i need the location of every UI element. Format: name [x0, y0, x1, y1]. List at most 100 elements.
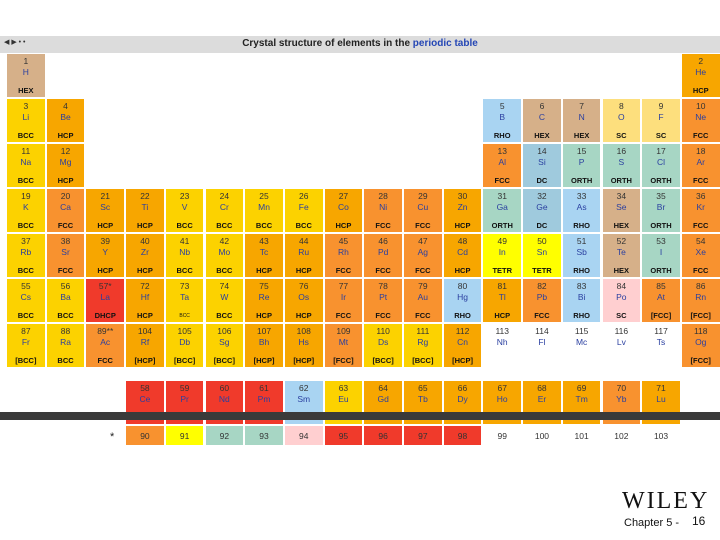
element-cell-24[interactable]: 24 Cr BCC — [204, 188, 245, 233]
element-cell-108[interactable]: 108 Hs [HCP] — [283, 323, 324, 368]
periodic-table-link[interactable]: periodic table — [412, 38, 478, 49]
element-cell-10[interactable]: 10 Ne FCC — [680, 98, 720, 143]
element-cell-88[interactable]: 88 Ra BCC — [45, 323, 86, 368]
element-cell-113[interactable]: 113 Nh — [482, 323, 523, 368]
element-cell-44[interactable]: 44 Ru HCP — [283, 233, 324, 278]
element-cell-115[interactable]: 115 Mc — [561, 323, 602, 368]
element-cell-49[interactable]: 49 In TETR — [482, 233, 523, 278]
element-cell-45[interactable]: 45 Rh FCC — [323, 233, 364, 278]
element-cell-95[interactable]: 95 — [323, 425, 364, 446]
element-cell-78[interactable]: 78 Pt FCC — [363, 278, 403, 323]
element-cell-18[interactable]: 18 Ar FCC — [680, 143, 720, 188]
element-cell-30[interactable]: 30 Zn HCP — [442, 188, 483, 233]
element-cell-98[interactable]: 98 — [442, 425, 483, 446]
element-cell-50[interactable]: 50 Sn TETR — [522, 233, 562, 278]
element-cell-75[interactable]: 75 Re HCP — [244, 278, 284, 323]
element-cell-38[interactable]: 38 Sr FCC — [45, 233, 86, 278]
element-cell-87[interactable]: 87 Fr [BCC] — [6, 323, 46, 368]
element-cell-89[interactable]: 89** Ac FCC — [85, 323, 126, 368]
element-cell-27[interactable]: 27 Co HCP — [323, 188, 364, 233]
element-cell-2[interactable]: 2 He HCP — [680, 53, 720, 98]
element-cell-114[interactable]: 114 Fl — [522, 323, 562, 368]
element-cell-15[interactable]: 15 P ORTH — [561, 143, 602, 188]
element-cell-77[interactable]: 77 Ir FCC — [323, 278, 364, 323]
element-cell-51[interactable]: 51 Sb RHO — [561, 233, 602, 278]
element-cell-3[interactable]: 3 Li BCC — [6, 98, 46, 143]
element-cell-91[interactable]: 91 — [164, 425, 205, 446]
element-cell-99[interactable]: 99 — [482, 425, 523, 446]
element-cell-48[interactable]: 48 Cd HCP — [442, 233, 483, 278]
element-cell-4[interactable]: 4 Be HCP — [45, 98, 86, 143]
element-cell-12[interactable]: 12 Mg HCP — [45, 143, 86, 188]
element-cell-103[interactable]: 103 — [641, 425, 681, 446]
element-cell-118[interactable]: 118 Og [FCC] — [680, 323, 720, 368]
element-cell-5[interactable]: 5 B RHO — [482, 98, 523, 143]
element-cell-82[interactable]: 82 Pb FCC — [522, 278, 562, 323]
element-cell-57[interactable]: 57* La DHCP — [85, 278, 126, 323]
element-cell-92[interactable]: 92 — [204, 425, 245, 446]
element-cell-14[interactable]: 14 Si DC — [522, 143, 562, 188]
element-cell-21[interactable]: 21 Sc HCP — [85, 188, 126, 233]
element-cell-79[interactable]: 79 Au FCC — [403, 278, 443, 323]
element-cell-81[interactable]: 81 Tl HCP — [482, 278, 523, 323]
element-cell-97[interactable]: 97 — [403, 425, 443, 446]
element-cell-73[interactable]: 73 Ta BCC — [164, 278, 205, 323]
element-cell-25[interactable]: 25 Mn BCC — [244, 188, 284, 233]
nav-controls[interactable]: ◀ ▶ • • — [4, 39, 26, 46]
element-cell-47[interactable]: 47 Ag FCC — [403, 233, 443, 278]
element-cell-110[interactable]: 110 Ds [BCC] — [363, 323, 403, 368]
element-cell-7[interactable]: 7 N HEX — [561, 98, 602, 143]
element-cell-101[interactable]: 101 — [561, 425, 602, 446]
element-cell-16[interactable]: 16 S ORTH — [601, 143, 642, 188]
element-cell-111[interactable]: 111 Rg [BCC] — [403, 323, 443, 368]
element-cell-116[interactable]: 116 Lv — [601, 323, 642, 368]
element-cell-43[interactable]: 43 Tc HCP — [244, 233, 284, 278]
element-cell-28[interactable]: 28 Ni FCC — [363, 188, 403, 233]
element-cell-93[interactable]: 93 — [244, 425, 284, 446]
element-cell-100[interactable]: 100 — [522, 425, 562, 446]
element-cell-54[interactable]: 54 Xe FCC — [680, 233, 720, 278]
element-cell-41[interactable]: 41 Nb BCC — [164, 233, 205, 278]
element-cell-11[interactable]: 11 Na BCC — [6, 143, 46, 188]
element-cell-105[interactable]: 105 Db [BCC] — [164, 323, 205, 368]
element-cell-106[interactable]: 106 Sg [BCC] — [204, 323, 245, 368]
element-cell-109[interactable]: 109 Mt [FCC] — [323, 323, 364, 368]
element-cell-42[interactable]: 42 Mo BCC — [204, 233, 245, 278]
element-cell-23[interactable]: 23 V BCC — [164, 188, 205, 233]
element-cell-37[interactable]: 37 Rb BCC — [6, 233, 46, 278]
element-cell-32[interactable]: 32 Ge DC — [522, 188, 562, 233]
element-cell-9[interactable]: 9 F SC — [641, 98, 681, 143]
element-cell-52[interactable]: 52 Te HEX — [601, 233, 642, 278]
element-cell-40[interactable]: 40 Zr HCP — [125, 233, 165, 278]
element-cell-94[interactable]: 94 — [283, 425, 324, 446]
element-cell-85[interactable]: 85 At [FCC] — [641, 278, 681, 323]
element-cell-53[interactable]: 53 I ORTH — [641, 233, 681, 278]
element-cell-74[interactable]: 74 W BCC — [204, 278, 245, 323]
element-cell-1[interactable]: 1 H HEX — [6, 53, 46, 98]
element-cell-112[interactable]: 112 Cn [HCP] — [442, 323, 483, 368]
element-cell-55[interactable]: 55 Cs BCC — [6, 278, 46, 323]
element-cell-36[interactable]: 36 Kr FCC — [680, 188, 720, 233]
element-cell-35[interactable]: 35 Br ORTH — [641, 188, 681, 233]
element-cell-19[interactable]: 19 K BCC — [6, 188, 46, 233]
element-cell-104[interactable]: 104 Rf [HCP] — [125, 323, 165, 368]
element-cell-86[interactable]: 86 Rn [FCC] — [680, 278, 720, 323]
element-cell-33[interactable]: 33 As RHO — [561, 188, 602, 233]
element-cell-13[interactable]: 13 Al FCC — [482, 143, 523, 188]
element-cell-26[interactable]: 26 Fe BCC — [283, 188, 324, 233]
element-cell-56[interactable]: 56 Ba BCC — [45, 278, 86, 323]
element-cell-20[interactable]: 20 Ca FCC — [45, 188, 86, 233]
element-cell-39[interactable]: 39 Y HCP — [85, 233, 126, 278]
element-cell-107[interactable]: 107 Bh [HCP] — [244, 323, 284, 368]
element-cell-22[interactable]: 22 Ti HCP — [125, 188, 165, 233]
element-cell-46[interactable]: 46 Pd FCC — [363, 233, 403, 278]
element-cell-34[interactable]: 34 Se HEX — [601, 188, 642, 233]
element-cell-90[interactable]: 90 — [125, 425, 165, 446]
element-cell-17[interactable]: 17 Cl ORTH — [641, 143, 681, 188]
element-cell-8[interactable]: 8 O SC — [601, 98, 642, 143]
element-cell-31[interactable]: 31 Ga ORTH — [482, 188, 523, 233]
element-cell-102[interactable]: 102 — [601, 425, 642, 446]
element-cell-76[interactable]: 76 Os HCP — [283, 278, 324, 323]
element-cell-29[interactable]: 29 Cu FCC — [403, 188, 443, 233]
element-cell-6[interactable]: 6 C HEX — [522, 98, 562, 143]
